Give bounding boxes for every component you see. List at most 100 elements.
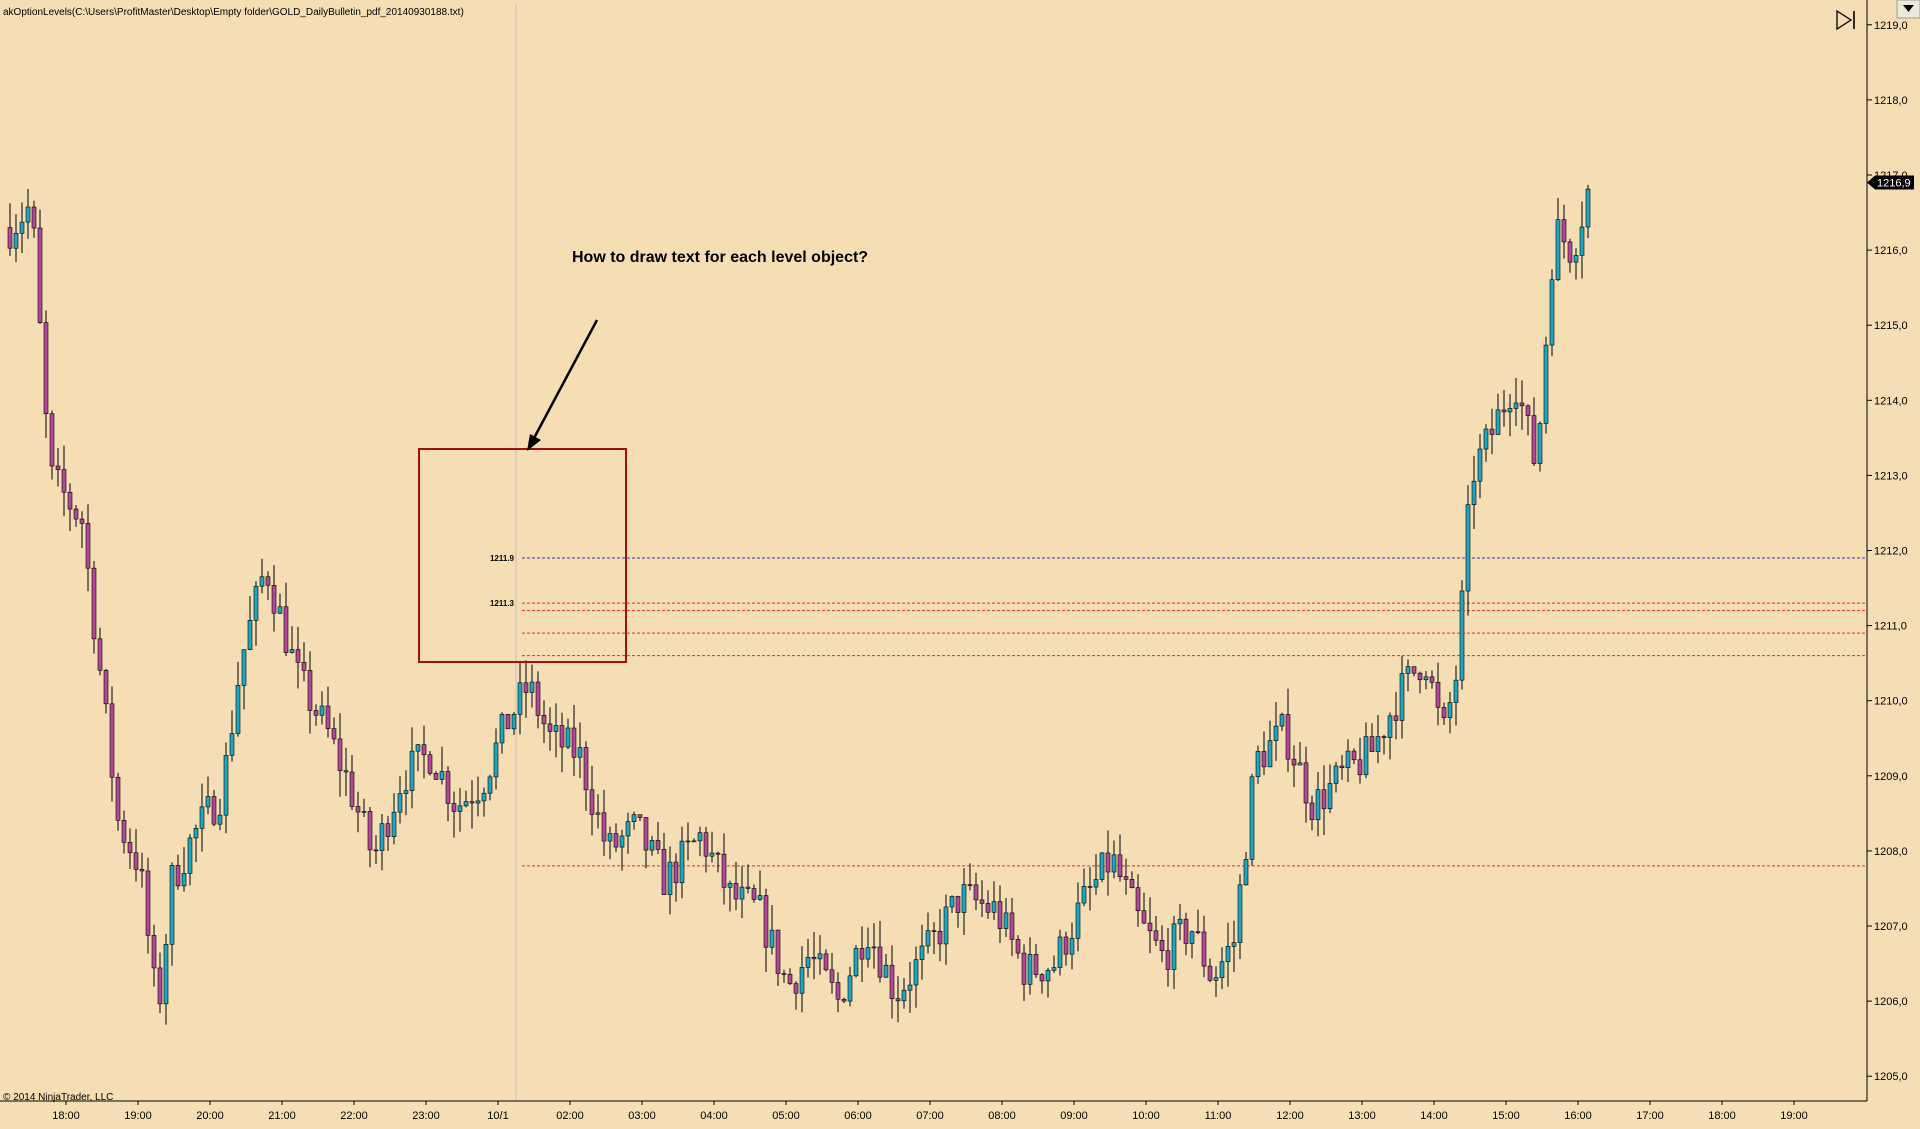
candle-up	[1213, 966, 1219, 997]
candle-body	[691, 840, 697, 843]
candle-up	[565, 718, 571, 750]
y-tick-label: 1214,0	[1874, 395, 1908, 407]
candle-body	[973, 884, 979, 901]
candle-down	[295, 626, 301, 689]
candle-down	[211, 789, 217, 827]
candle-up	[13, 214, 19, 263]
candle-body	[673, 861, 679, 884]
candle-down	[433, 771, 439, 780]
candle-down	[97, 627, 103, 676]
candle-down	[1441, 702, 1447, 725]
x-tick-label: 08:00	[988, 1110, 1016, 1122]
candle-body	[1219, 961, 1225, 979]
candle-down	[1009, 897, 1015, 957]
candle-body	[463, 801, 469, 807]
candle-body	[1009, 912, 1015, 940]
candle-body	[961, 884, 967, 913]
candle-down	[67, 483, 73, 532]
candle-down	[121, 810, 127, 854]
candle-body	[1537, 423, 1543, 464]
candle-body	[1243, 859, 1249, 886]
y-tick-label: 1206,0	[1874, 996, 1908, 1008]
candle-down	[1207, 958, 1213, 983]
x-tick-label: 23:00	[412, 1110, 440, 1122]
candle-body	[1207, 965, 1213, 981]
candle-body	[415, 744, 421, 752]
candle-body	[337, 738, 343, 771]
candle-body	[1027, 954, 1033, 985]
candle-body	[259, 576, 265, 587]
candle-body	[385, 823, 391, 837]
candle-body	[211, 796, 217, 825]
candle-body	[361, 811, 367, 813]
x-tick-label: 17:00	[1636, 1110, 1664, 1122]
candle-body	[499, 713, 505, 744]
candle-up	[1219, 947, 1225, 990]
candle-up	[607, 826, 613, 860]
candle-down	[373, 835, 379, 864]
candle-down	[877, 920, 883, 983]
candle-up	[799, 946, 805, 1013]
candle-body	[1213, 977, 1219, 981]
candle-up	[181, 847, 187, 892]
y-tick-label: 1209,0	[1874, 771, 1908, 783]
candle-body	[613, 833, 619, 848]
candle-body	[1459, 590, 1465, 681]
candle-down	[49, 410, 55, 480]
candle-body	[133, 852, 139, 870]
candle-down	[1531, 397, 1537, 466]
candle-up	[1453, 665, 1459, 726]
candle-up	[511, 711, 517, 735]
x-tick-label: 03:00	[628, 1110, 656, 1122]
candle-body	[997, 901, 1003, 929]
candle-up	[235, 661, 241, 737]
candle-body	[577, 747, 583, 758]
indicator-label: akOptionLevels(C:\Users\ProfitMaster\Des…	[3, 7, 464, 18]
candle-body	[679, 840, 685, 884]
candle-down	[1567, 238, 1573, 273]
candle-down	[1381, 734, 1387, 755]
candle-up	[463, 790, 469, 808]
candle-up	[193, 824, 199, 863]
candle-up	[457, 788, 463, 832]
candle-body	[1105, 852, 1111, 873]
step-forward-icon[interactable]	[1836, 9, 1855, 31]
candle-body	[631, 814, 637, 822]
candle-body	[247, 620, 253, 650]
candle-up	[169, 862, 175, 966]
candle-body	[1555, 219, 1561, 281]
candle-body	[19, 221, 25, 234]
x-tick-label: 11:00	[1205, 1110, 1232, 1122]
x-tick-label: 05:00	[772, 1110, 800, 1122]
candle-body	[1471, 480, 1477, 505]
candle-body	[505, 713, 511, 730]
scroll-down-button[interactable]	[1896, 0, 1920, 19]
candle-down	[1165, 927, 1171, 987]
candle-up	[1375, 715, 1381, 764]
candle-body	[721, 853, 727, 888]
candle-down	[469, 780, 475, 829]
candle-up	[1327, 764, 1333, 813]
candle-body	[1189, 931, 1195, 944]
candle-down	[1369, 723, 1375, 753]
candle-body	[223, 755, 229, 816]
candle-up	[1399, 655, 1405, 739]
candle-up	[1003, 897, 1009, 937]
candle-body	[1369, 736, 1375, 752]
candle-body	[1585, 188, 1591, 228]
candle-down	[1153, 915, 1159, 947]
candle-body	[145, 870, 151, 936]
candle-body	[1453, 679, 1459, 703]
candle-body	[535, 681, 541, 716]
candle-up	[205, 776, 211, 815]
candle-body	[1477, 448, 1483, 482]
candle-down	[301, 642, 307, 682]
candle-down	[859, 926, 865, 982]
candle-down	[1321, 765, 1327, 835]
x-tick-label: 16:00	[1564, 1110, 1592, 1122]
candle-body	[1093, 879, 1099, 888]
candle-up	[1507, 393, 1513, 437]
candle-down	[721, 833, 727, 905]
candle-up	[1465, 485, 1471, 616]
candle-body	[1411, 666, 1417, 674]
